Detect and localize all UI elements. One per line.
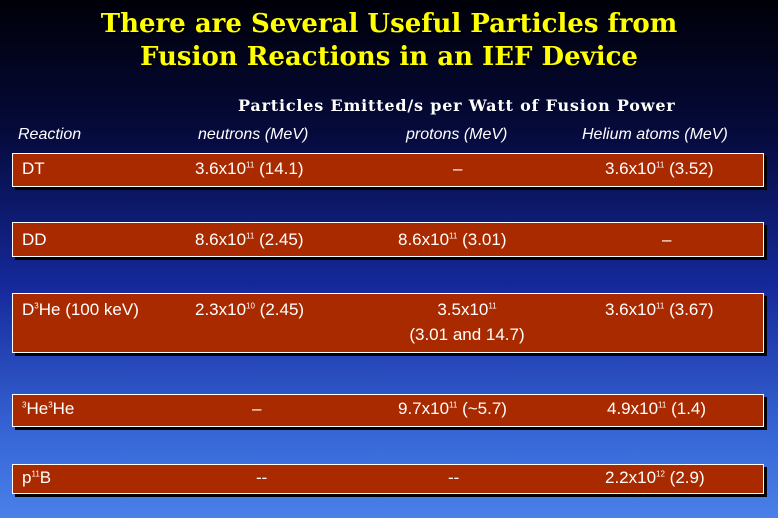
helium-cell: 2.2x1012 (2.9) <box>605 468 705 487</box>
reaction-cell: 3He3He <box>22 399 75 418</box>
title-line-2: Fusion Reactions in an IEF Device <box>140 42 638 72</box>
reaction-cell: DD <box>22 230 47 249</box>
header-helium: Helium atoms (MeV) <box>582 126 728 143</box>
neutrons-cell: 2.3x1010 (2.45) <box>195 300 305 319</box>
helium-cell: 4.9x1011 (1.4) <box>607 399 707 418</box>
header-reaction: Reaction <box>18 126 82 143</box>
table-subtitle: Particles Emitted/s per Watt of Fusion P… <box>238 96 676 115</box>
slide-title: There are Several Useful Particles from … <box>0 8 778 74</box>
table-row: DD 8.6x1011 (2.45) 8.6x1011 (3.01) – <box>12 222 764 257</box>
reaction-cell: p11B <box>22 468 52 487</box>
table-row: p11B -- -- 2.2x1012 (2.9) <box>12 464 764 494</box>
table-row: DT 3.6x1011 (14.1) – 3.6x1011 (3.52) <box>12 153 764 187</box>
protons-cell: 9.7x1011 (~5.7) <box>398 399 507 418</box>
neutrons-cell: 8.6x1011 (2.45) <box>195 230 304 249</box>
reaction-cell: DT <box>22 159 45 178</box>
reaction-cell: D3He (100 keV) <box>22 300 139 319</box>
table-row: 3He3He – 9.7x1011 (~5.7) 4.9x1011 (1.4) <box>12 394 764 427</box>
title-line-1: There are Several Useful Particles from <box>100 9 678 39</box>
helium-cell: 3.6x1011 (3.67) <box>605 300 714 319</box>
protons-cell: – <box>453 159 463 178</box>
protons-cell: 3.5x1011 (3.01 and 14.7) <box>409 300 525 344</box>
header-neutrons: neutrons (MeV) <box>198 126 309 143</box>
neutrons-cell: -- <box>256 468 268 487</box>
neutrons-cell: – <box>252 399 262 418</box>
protons-cell: 8.6x1011 (3.01) <box>398 230 507 249</box>
helium-cell: 3.6x1011 (3.52) <box>605 159 714 178</box>
header-protons: protons (MeV) <box>406 126 508 143</box>
table-row: D3He (100 keV) 2.3x1010 (2.45) 3.5x1011 … <box>12 293 764 353</box>
neutrons-cell: 3.6x1011 (14.1) <box>195 159 304 178</box>
helium-cell: – <box>662 230 672 249</box>
protons-cell: -- <box>448 468 460 487</box>
